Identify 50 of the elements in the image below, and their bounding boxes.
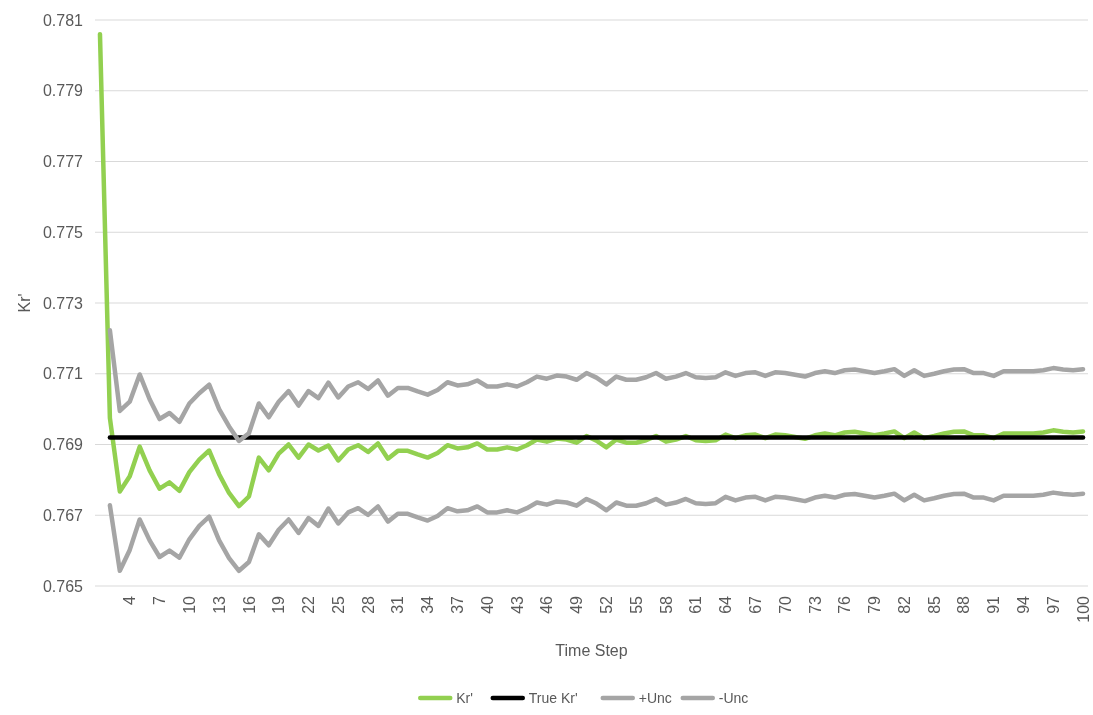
x-tick-label: 43 bbox=[508, 595, 526, 614]
line-series bbox=[107, 490, 1086, 574]
y-tick-label: 0.769 bbox=[42, 436, 84, 454]
x-tick-label: 97 bbox=[1044, 595, 1062, 614]
x-tick-label: 70 bbox=[776, 595, 794, 614]
x-tick-label: 91 bbox=[985, 595, 1003, 614]
x-tick-label: 4 bbox=[121, 595, 139, 605]
x-tick-label: 85 bbox=[925, 595, 943, 614]
legend-label: True Kr' bbox=[528, 689, 578, 706]
x-tick-label: 10 bbox=[180, 595, 198, 614]
legend-label: -Unc bbox=[718, 689, 749, 706]
legend-label: +Unc bbox=[638, 689, 672, 706]
y-tick-label: 0.779 bbox=[42, 82, 84, 100]
y-tick-label: 0.777 bbox=[42, 153, 84, 171]
x-tick-label: 7 bbox=[151, 595, 169, 605]
x-tick-label: 13 bbox=[210, 595, 228, 614]
y-tick-label: 0.773 bbox=[42, 294, 84, 312]
x-tick-label: 82 bbox=[895, 595, 913, 614]
x-tick-label: 49 bbox=[568, 595, 586, 614]
y-tick-label: 0.771 bbox=[42, 365, 84, 383]
x-tick-label: 76 bbox=[836, 595, 854, 614]
line-series bbox=[107, 327, 1086, 444]
x-tick-label: 46 bbox=[538, 595, 556, 614]
y-tick-label: 0.767 bbox=[42, 506, 84, 524]
x-tick-label: 22 bbox=[300, 595, 318, 614]
x-tick-label: 94 bbox=[1015, 595, 1033, 614]
x-tick-label: 16 bbox=[240, 595, 258, 614]
x-tick-label: 31 bbox=[389, 595, 407, 614]
x-tick-label: 64 bbox=[717, 595, 735, 614]
x-tick-label: 58 bbox=[657, 595, 675, 614]
x-tick-label: 73 bbox=[806, 595, 824, 614]
x-tick-label: 52 bbox=[597, 595, 615, 614]
x-tick-label: 40 bbox=[478, 595, 496, 614]
y-tick-label: 0.781 bbox=[42, 11, 84, 29]
x-tick-label: 37 bbox=[449, 595, 467, 614]
y-tick-label: 0.765 bbox=[42, 577, 84, 595]
x-tick-label: 34 bbox=[419, 595, 437, 614]
x-tick-label: 100 bbox=[1074, 595, 1092, 623]
y-axis-title: Kr' bbox=[16, 293, 33, 313]
x-tick-label: 79 bbox=[866, 595, 884, 614]
x-tick-label: 67 bbox=[746, 595, 764, 614]
x-tick-label: 25 bbox=[329, 595, 347, 614]
x-tick-label: 61 bbox=[687, 595, 705, 614]
y-tick-label: 0.775 bbox=[42, 223, 84, 241]
x-axis-title: Time Step bbox=[555, 642, 628, 659]
x-tick-label: 19 bbox=[270, 595, 288, 614]
x-tick-label: 28 bbox=[359, 595, 377, 614]
legend-label: Kr' bbox=[456, 689, 473, 706]
x-tick-label: 88 bbox=[955, 595, 973, 614]
x-tick-label: 55 bbox=[627, 595, 645, 614]
